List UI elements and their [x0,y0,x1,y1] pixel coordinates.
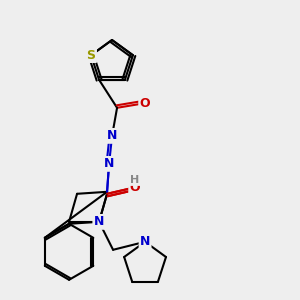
Text: H: H [130,175,140,185]
Text: N: N [140,235,150,248]
Text: O: O [130,181,140,194]
Text: N: N [94,215,104,228]
Text: H: H [130,177,140,187]
Text: N: N [107,129,117,142]
Text: N: N [104,157,114,170]
Text: O: O [140,97,150,110]
Text: O: O [140,97,150,110]
Text: S: S [87,49,96,62]
Text: S: S [87,49,96,62]
Text: N: N [94,215,104,228]
Text: N: N [104,157,114,170]
Text: O: O [130,181,140,194]
Text: N: N [107,129,117,142]
